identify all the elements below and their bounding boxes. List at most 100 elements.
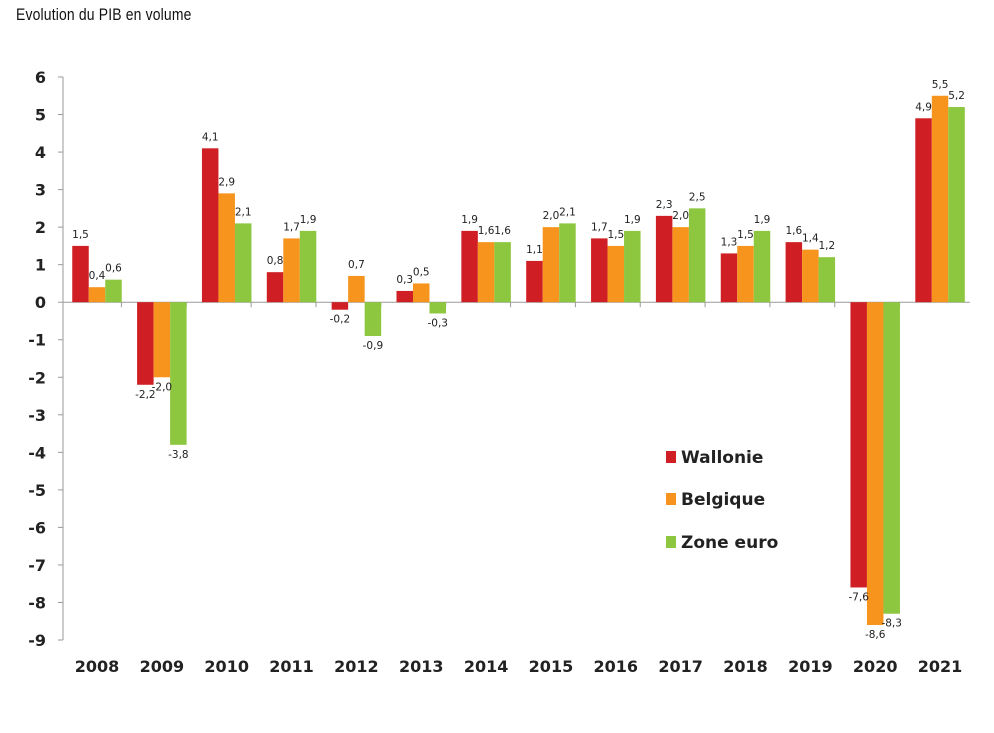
data-label: 0,3 bbox=[396, 274, 413, 286]
data-label: 0,7 bbox=[348, 259, 365, 271]
data-label: 5,2 bbox=[948, 90, 965, 102]
data-label: 1,1 bbox=[526, 244, 543, 256]
bars bbox=[72, 95, 965, 625]
x-tick-label: 2013 bbox=[399, 657, 444, 676]
bar bbox=[818, 257, 836, 303]
x-tick-label: 2011 bbox=[269, 657, 314, 676]
data-label: -0,3 bbox=[428, 317, 449, 329]
legend-swatch bbox=[666, 493, 676, 505]
legend-label: Wallonie bbox=[681, 448, 763, 468]
bar bbox=[672, 227, 689, 303]
data-label: 1,4 bbox=[802, 233, 819, 245]
bar bbox=[170, 302, 187, 445]
bar bbox=[283, 238, 300, 303]
bar bbox=[526, 260, 543, 303]
data-label: 1,5 bbox=[737, 229, 754, 241]
y-tick-label: 0 bbox=[35, 293, 46, 312]
bar bbox=[624, 230, 641, 303]
data-label: 0,5 bbox=[413, 266, 430, 278]
bar bbox=[737, 245, 754, 303]
data-label: 2,0 bbox=[543, 210, 560, 222]
data-label: 2,1 bbox=[559, 206, 576, 218]
data-label: -8,6 bbox=[865, 629, 886, 641]
bar bbox=[607, 245, 625, 303]
bar bbox=[137, 302, 154, 385]
bar bbox=[72, 245, 89, 303]
bar bbox=[88, 287, 106, 303]
bar bbox=[948, 107, 965, 303]
bar bbox=[396, 290, 413, 303]
x-tick-label: 2021 bbox=[918, 657, 963, 676]
legend: Wallonie Belgique Zone euro bbox=[666, 448, 778, 553]
data-labels: 1,50,40,6-2,2-2,0-3,84,12,92,10,81,71,9-… bbox=[72, 79, 965, 641]
x-tick-label: 2020 bbox=[853, 657, 898, 676]
bar bbox=[201, 148, 219, 303]
y-tick-label: -7 bbox=[28, 556, 46, 575]
bar bbox=[688, 208, 706, 303]
x-tick-label: 2019 bbox=[788, 657, 833, 676]
bar bbox=[591, 238, 608, 303]
data-label: -7,6 bbox=[848, 591, 869, 603]
data-label: 1,9 bbox=[300, 214, 317, 226]
bar bbox=[461, 230, 478, 303]
bar bbox=[720, 253, 738, 303]
data-label: -8,3 bbox=[881, 618, 902, 630]
data-label: 1,9 bbox=[461, 214, 478, 226]
data-label: 1,6 bbox=[494, 225, 511, 237]
y-tick-label: 2 bbox=[35, 218, 46, 237]
y-tick-label: 1 bbox=[35, 256, 46, 275]
bar bbox=[655, 215, 673, 303]
data-label: 1,5 bbox=[607, 229, 624, 241]
data-label: 2,1 bbox=[235, 206, 252, 218]
data-label: 2,0 bbox=[672, 210, 689, 222]
x-tick-label: 2010 bbox=[204, 657, 249, 676]
data-label: 1,5 bbox=[72, 229, 89, 241]
y-tick-label: 3 bbox=[35, 181, 46, 200]
bar bbox=[915, 118, 932, 303]
x-tick-label: 2009 bbox=[140, 657, 185, 676]
data-label: 1,6 bbox=[785, 225, 802, 237]
data-label: -0,9 bbox=[363, 340, 384, 352]
data-label: 4,1 bbox=[202, 131, 219, 143]
bar bbox=[331, 302, 349, 310]
bar bbox=[153, 302, 171, 378]
data-label: 1,9 bbox=[624, 214, 641, 226]
legend-label: Zone euro bbox=[681, 533, 778, 553]
bar bbox=[105, 279, 122, 303]
data-label: 2,9 bbox=[218, 176, 235, 188]
bar bbox=[494, 242, 511, 303]
data-label: -3,8 bbox=[168, 449, 189, 461]
data-label: 4,9 bbox=[915, 101, 932, 113]
data-label: 1,9 bbox=[754, 214, 771, 226]
data-label: 2,5 bbox=[689, 191, 706, 203]
bar bbox=[413, 283, 430, 303]
data-label: -0,2 bbox=[330, 314, 351, 326]
data-label: 5,5 bbox=[932, 79, 949, 91]
x-tick-label: 2014 bbox=[464, 657, 509, 676]
bar bbox=[429, 302, 446, 314]
bar bbox=[299, 230, 317, 303]
data-label: 1,7 bbox=[283, 221, 300, 233]
bar bbox=[866, 302, 884, 625]
bar bbox=[218, 193, 235, 303]
y-tick-label: -3 bbox=[28, 406, 46, 425]
y-tick-label: -8 bbox=[28, 593, 46, 612]
y-tick-label: -6 bbox=[28, 518, 46, 537]
y-tick-label: -2 bbox=[28, 368, 46, 387]
bar bbox=[542, 227, 560, 303]
bar bbox=[348, 275, 365, 303]
data-label: -2,2 bbox=[135, 389, 156, 401]
data-label: -2,0 bbox=[152, 381, 173, 393]
bar bbox=[931, 95, 949, 303]
bar bbox=[266, 272, 284, 303]
x-tick-label: 2008 bbox=[75, 657, 120, 676]
chart-title: Evolution du PIB en volume bbox=[16, 5, 192, 24]
y-tick-label: 4 bbox=[35, 143, 46, 162]
bar bbox=[850, 302, 867, 588]
x-tick-label: 2012 bbox=[334, 657, 379, 676]
y-tick-label: 6 bbox=[35, 68, 46, 87]
y-tick-label: -1 bbox=[28, 331, 46, 350]
x-tick-label: 2015 bbox=[529, 657, 574, 676]
bar bbox=[802, 249, 819, 303]
